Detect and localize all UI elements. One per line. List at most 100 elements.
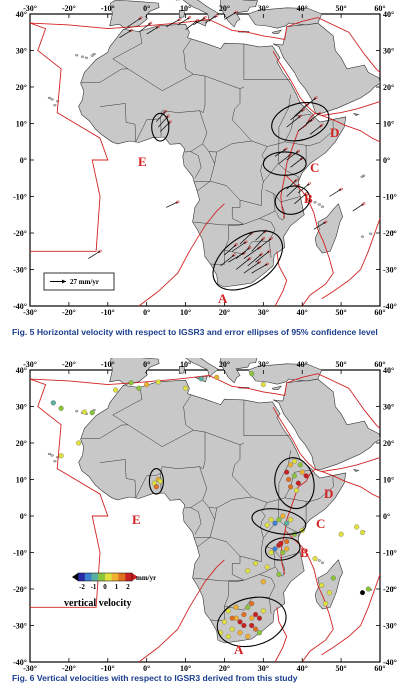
cyprus-polygon [271,385,283,391]
lon-tick-label-top: 0° [143,4,150,13]
island [362,174,366,177]
fig6-zone-label-c: C [316,516,325,531]
country-border [204,75,241,110]
velocity-arrow [138,22,151,33]
velocity-point [237,619,243,625]
plate-boundary-line [321,471,381,499]
lat-tick-label-right: -40° [383,658,397,667]
velocity-arrow [255,250,270,263]
velocity-point [280,513,286,519]
lat-tick-label-right: -20° [383,229,397,238]
anatolia-polygon [247,7,323,29]
plate-boundary-line [321,218,381,300]
socotra-polygon [352,113,360,116]
velocity-point [276,571,282,577]
country-border [183,50,194,75]
lon-tick-label-bottom: -20° [62,308,76,317]
zone-ellipse [274,457,315,510]
velocity-point [291,458,297,464]
error-ellipse [234,10,238,14]
velocity-arrow [290,157,303,168]
velocity-arrow [247,253,262,267]
africa-polygon [78,23,347,288]
island [47,452,52,456]
lon-tick-label-top: 60° [374,360,385,369]
country-border [190,507,202,535]
velocity-arrow [286,179,297,190]
velocity-point [276,517,282,523]
fig5-zone-label-b: B [304,191,313,206]
island [50,98,54,101]
velocity-point [272,520,278,526]
velocity-arrow [204,15,217,24]
velocity-arrow [224,244,237,256]
zone-ellipse [151,112,170,142]
lon-tick-label-bottom: -30° [23,664,37,673]
error-ellipse [294,178,298,182]
velocity-point [330,575,336,581]
velocity-arrow [165,19,180,28]
velocity-point [58,405,64,411]
plate-boundary-line [272,50,381,116]
colorbar-swatch [78,573,86,581]
velocity-point [225,608,231,614]
error-ellipse [163,109,167,114]
error-ellipse [269,237,273,240]
lon-tick-label-bottom: 10° [180,308,191,317]
velocity-arrow [290,109,304,121]
anatolia-polygon [247,363,323,385]
fig5-zone-label-a: A [218,291,228,306]
lon-tick-label-bottom: -10° [101,308,115,317]
lat-tick-label-right: 20° [383,439,394,448]
country-border [280,196,301,203]
velocity-arrow [298,119,313,132]
lon-tick-label-bottom: 10° [180,664,191,673]
velocity-point [183,385,189,391]
error-ellipse [304,192,308,196]
velocity-arrow [286,115,301,128]
velocity-point [198,376,204,382]
plate-boundary-line [138,559,225,663]
country-border [231,189,276,225]
fig5-zone-ellipses [151,101,330,291]
velocity-point [253,626,259,632]
fig6-colorbar-title: vertical velocity [64,598,131,609]
lat-tick-label-right: 40° [383,366,394,375]
country-border [239,442,245,446]
colorbar-tick-label: 0 [103,583,107,591]
fig5-axis-ticks: -30° -30° -20° -20° -10° -10° 0° 0° 10° 10° 20° 20°… [13,4,397,317]
lon-tick-label-top: -10° [101,360,115,369]
error-ellipse [232,253,236,257]
colorbar-swatch [98,573,106,581]
lat-tick-label-left: 30° [16,403,27,412]
country-border [284,119,334,146]
velocity-point [278,540,284,546]
velocity-point [338,531,344,537]
velocity-point [253,611,259,618]
velocity-point [295,480,301,486]
velocity-point [113,387,119,393]
velocity-arrow [156,111,166,122]
velocity-arrow [278,154,291,164]
lat-tick-label-left: 10° [16,476,27,485]
error-ellipse [314,96,318,100]
fig6-colorbar: -2 -1 0 1 2 [72,572,138,591]
country-border [183,38,192,51]
velocity-arrow [235,247,250,259]
velocity-point [256,615,262,621]
country-border [204,431,241,466]
fig5-scale-label: 27 mm/yr [70,278,99,286]
velocity-arrow [302,97,317,110]
lon-tick-label-bottom: 50° [336,664,347,673]
country-border [80,58,129,83]
lat-tick-label-right: 30° [383,403,394,412]
balkan-polygon [220,358,258,384]
fig6-caption: Fig. 6 Vertical velocities with respect … [12,673,298,683]
fig6-zone-ellipses [148,457,315,648]
velocity-arrow [185,20,198,30]
velocity-point [245,568,251,574]
country-border [231,545,276,581]
lon-tick-label-bottom: -30° [23,308,37,317]
error-ellipse [267,249,271,253]
island [47,96,52,100]
